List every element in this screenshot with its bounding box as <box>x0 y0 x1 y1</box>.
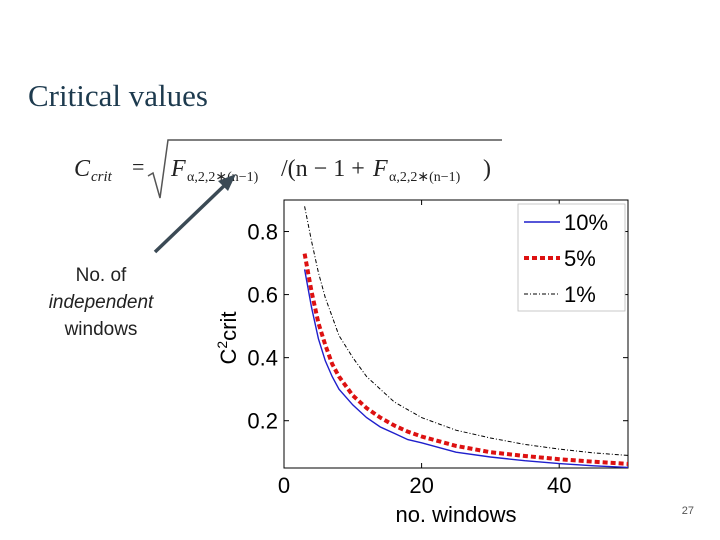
x-tick-label: 0 <box>278 473 290 498</box>
formula-f1: F <box>170 156 186 182</box>
critical-value-chart: C2crit no. windows 0.2 0.4 0.6 0.8 0 20 40 10%… <box>214 199 629 527</box>
legend-label: 10% <box>564 210 608 235</box>
page-number: 27 <box>681 505 694 517</box>
legend: 10% 5% 1% <box>517 203 626 312</box>
y-tick-label: 0.6 <box>247 283 278 308</box>
y-tick-label: 0.2 <box>247 409 278 434</box>
annotation-line-1: No. of <box>75 265 127 286</box>
x-axis-label: no. windows <box>395 502 516 527</box>
legend-label: 1% <box>564 282 596 307</box>
series-line-10pct <box>303 269 628 468</box>
formula-c-subscript: crit <box>91 169 113 185</box>
formula-c: C <box>74 156 91 182</box>
formula-close-paren: ) <box>483 156 491 182</box>
formula-divide: /(n − 1 + <box>281 156 365 182</box>
legend-label: 5% <box>564 246 596 271</box>
y-axis-label: C2crit <box>214 311 241 364</box>
x-tick-label: 40 <box>547 473 571 498</box>
annotation-line-3: windows <box>64 319 138 340</box>
formula-f1-subscript: α,2,2∗(n−1) <box>187 170 259 185</box>
y-tick-label: 0.4 <box>247 346 278 371</box>
series-group <box>302 206 628 468</box>
tick-group: 0.2 0.4 0.6 0.8 0 20 40 <box>247 200 628 498</box>
x-tick-label: 20 <box>409 473 433 498</box>
y-tick-label: 0.8 <box>247 220 278 245</box>
windows-annotation: No. of independent windows <box>18 262 184 343</box>
annotation-line-2: independent <box>48 292 154 313</box>
formula-equals: = <box>132 154 144 179</box>
plot-frame <box>283 199 629 469</box>
formula-f2-subscript: α,2,2∗(n−1) <box>389 170 461 185</box>
formula-f2: F <box>372 156 388 182</box>
series-line-5pct <box>302 253 628 466</box>
slide-title: Critical values <box>28 78 208 113</box>
